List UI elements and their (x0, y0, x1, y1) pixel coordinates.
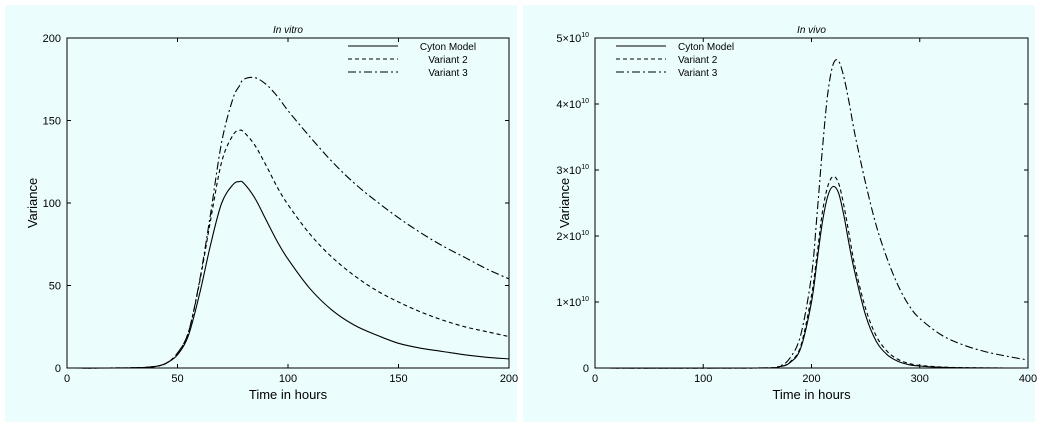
y-tick-label-base: 2×10 (556, 231, 581, 243)
x-tick-label: 200 (802, 373, 820, 385)
legend-entry: Variant 2 (678, 55, 718, 66)
legend-entry: Variant 2 (428, 55, 468, 66)
x-tick-label: 0 (592, 373, 598, 385)
x-tick-label: 100 (694, 373, 712, 385)
chart-background (5, 5, 517, 422)
y-tick-label: 200 (43, 33, 61, 45)
y-tick-label: 5×1010 (556, 32, 589, 45)
y-tick-label: 3×1010 (556, 164, 589, 177)
y-axis-label: Variance (557, 178, 572, 228)
legend-entry: Cyton Model (678, 42, 734, 53)
legend-entry: Cyton Model (420, 42, 476, 53)
series-line-variant-3 (66, 76, 510, 369)
y-tick-label: 50 (49, 281, 61, 293)
y-tick-label-exponent: 10 (581, 164, 589, 171)
x-tick-label: 50 (171, 373, 183, 385)
y-tick-label-base: 5×10 (556, 33, 581, 45)
x-tick-label: 100 (279, 373, 297, 385)
legend-entry: Variant 3 (428, 68, 468, 79)
chart-background (523, 5, 1035, 422)
x-tick-label: 200 (500, 373, 518, 385)
x-tick-label: 0 (64, 373, 70, 385)
y-tick-label-exponent: 10 (581, 32, 589, 39)
x-axis-label: Time in hours (772, 387, 851, 402)
y-tick-label: 100 (43, 198, 61, 210)
y-tick-label: 4×1010 (556, 98, 589, 111)
chart-in-vivo: 0 100 200 300 40001×10102×10103×10104×10105×… (523, 5, 1037, 422)
x-tick-label: 400 (1019, 373, 1037, 385)
y-tick-label-exponent: 10 (581, 230, 589, 237)
series-line-variant-3 (594, 59, 1029, 369)
series-line-variant-2 (594, 175, 1028, 369)
y-tick-label: 2×1010 (556, 230, 589, 243)
x-tick-label: 300 (911, 373, 929, 385)
series-line-cyton-model (66, 180, 510, 369)
chart-in-vitro: 0 50 100 150 200 0 50 100 150 200 In vitro Time in … (5, 5, 518, 422)
y-tick-label-exponent: 10 (581, 296, 589, 303)
x-axis-label: Time in hours (249, 387, 328, 402)
y-tick-label-base: 4×10 (556, 99, 581, 111)
y-tick-label-base: 1×10 (556, 297, 581, 309)
y-axis-label: Variance (25, 178, 40, 228)
y-tick-label-exponent: 10 (581, 98, 589, 105)
y-tick-label: 0 (583, 363, 589, 375)
x-tick-label: 150 (389, 373, 407, 385)
legend-entry: Variant 3 (678, 68, 718, 79)
chart-in-vivo-panel: 0 100 200 300 400 0 1×1010 2×1010 3×1010 4×1010 5×… (520, 0, 1040, 425)
y-tick-label-base: 0 (583, 363, 589, 375)
y-tick-label: 0 (55, 363, 61, 375)
chart-title: In vitro (273, 25, 303, 36)
y-tick-label: 1×1010 (556, 296, 589, 309)
chart-title: In vivo (797, 25, 826, 36)
y-tick-label-base: 3×10 (556, 165, 581, 177)
chart-in-vitro-panel: 0 50 100 150 200 0 50 100 150 200 In vitro Time in … (5, 5, 518, 422)
y-tick-label: 150 (43, 116, 61, 128)
